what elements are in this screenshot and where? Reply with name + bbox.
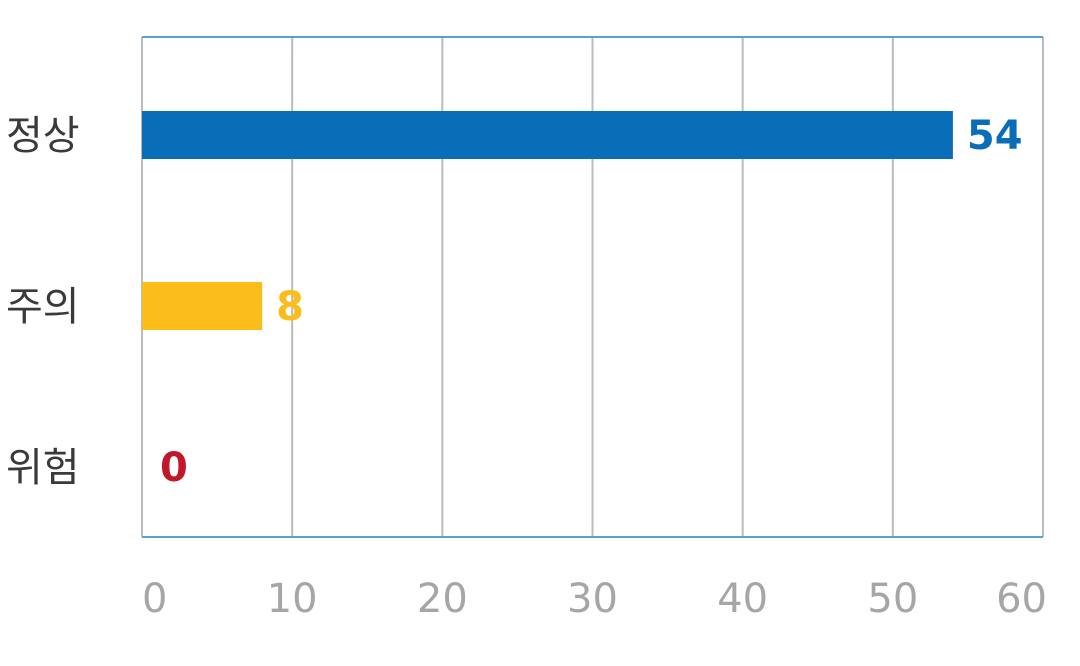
category-label: 주의	[6, 284, 80, 330]
category-label: 정상	[6, 113, 80, 159]
category-label: 위험	[6, 445, 80, 491]
bar-2	[142, 282, 263, 330]
bars	[142, 111, 953, 330]
value-label: 54	[967, 113, 1023, 159]
x-tick-label: 60	[996, 576, 1047, 622]
x-tick-label: 50	[867, 576, 918, 622]
x-tick-label: 20	[417, 576, 468, 622]
value-label: 0	[160, 445, 188, 491]
axes	[142, 36, 1043, 538]
x-tick-label: 0	[142, 576, 167, 622]
value-label: 8	[276, 284, 304, 330]
x-tick-label: 40	[717, 576, 768, 622]
labels: 0 10 20 30 40 50 60 정상 54 주의 8 위험 0	[6, 113, 1047, 622]
x-tick-label: 30	[567, 576, 618, 622]
bar-1	[142, 111, 953, 159]
x-tick-label: 10	[267, 576, 318, 622]
